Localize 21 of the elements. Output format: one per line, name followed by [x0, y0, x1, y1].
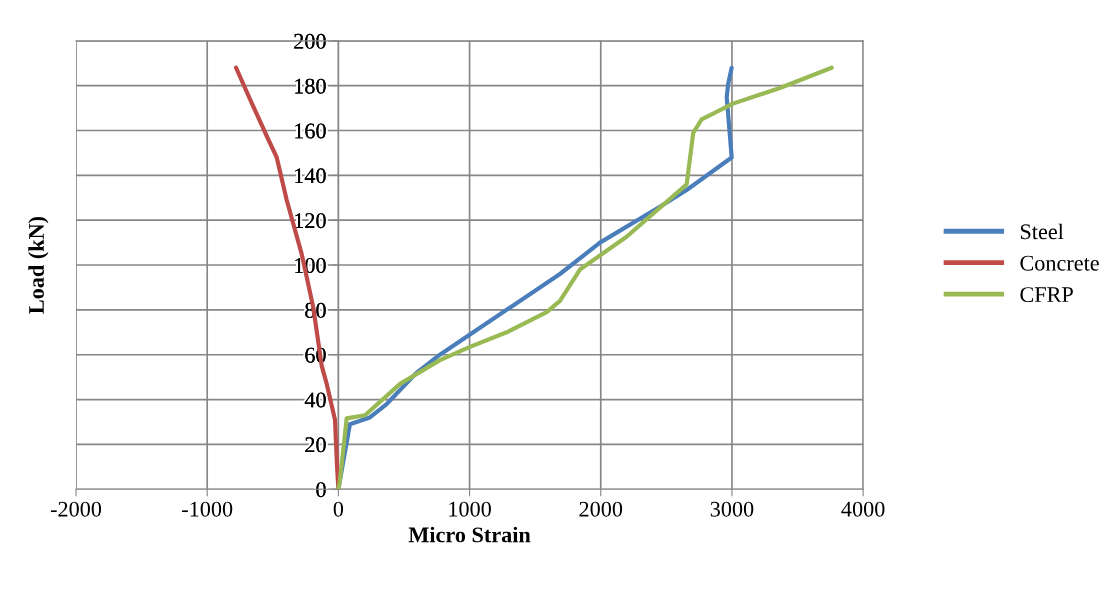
x-tick-label: 1000: [449, 501, 491, 517]
line-series: [336, 65, 834, 490]
y-tick-label: 140: [295, 168, 326, 184]
y-tick-label: 160: [295, 123, 326, 139]
y-tick-label: 0: [316, 482, 326, 498]
y-tick-label: 200: [294, 33, 326, 49]
y-tick-label: 120: [295, 213, 326, 229]
x-tick-label: 3000: [710, 501, 754, 517]
x-axis-title: Micro Strain: [408, 526, 531, 543]
y-axis-title: Load (kN): [28, 216, 49, 314]
y-tick-label: 20: [305, 437, 326, 453]
legend-label: Steel: [1020, 223, 1064, 240]
y-tick-label: 180: [295, 78, 326, 94]
x-tick-label: 4000: [841, 501, 885, 517]
x-tick-label: -2000: [50, 501, 102, 517]
y-tick-label: 40: [304, 392, 326, 408]
x-tick-label: 2000: [579, 501, 623, 517]
legend-label: Concrete: [1020, 255, 1099, 271]
x-tick-label: 0: [333, 501, 344, 517]
x-tick-label: -1000: [182, 501, 233, 517]
legend-label: CFRP: [1020, 287, 1073, 303]
